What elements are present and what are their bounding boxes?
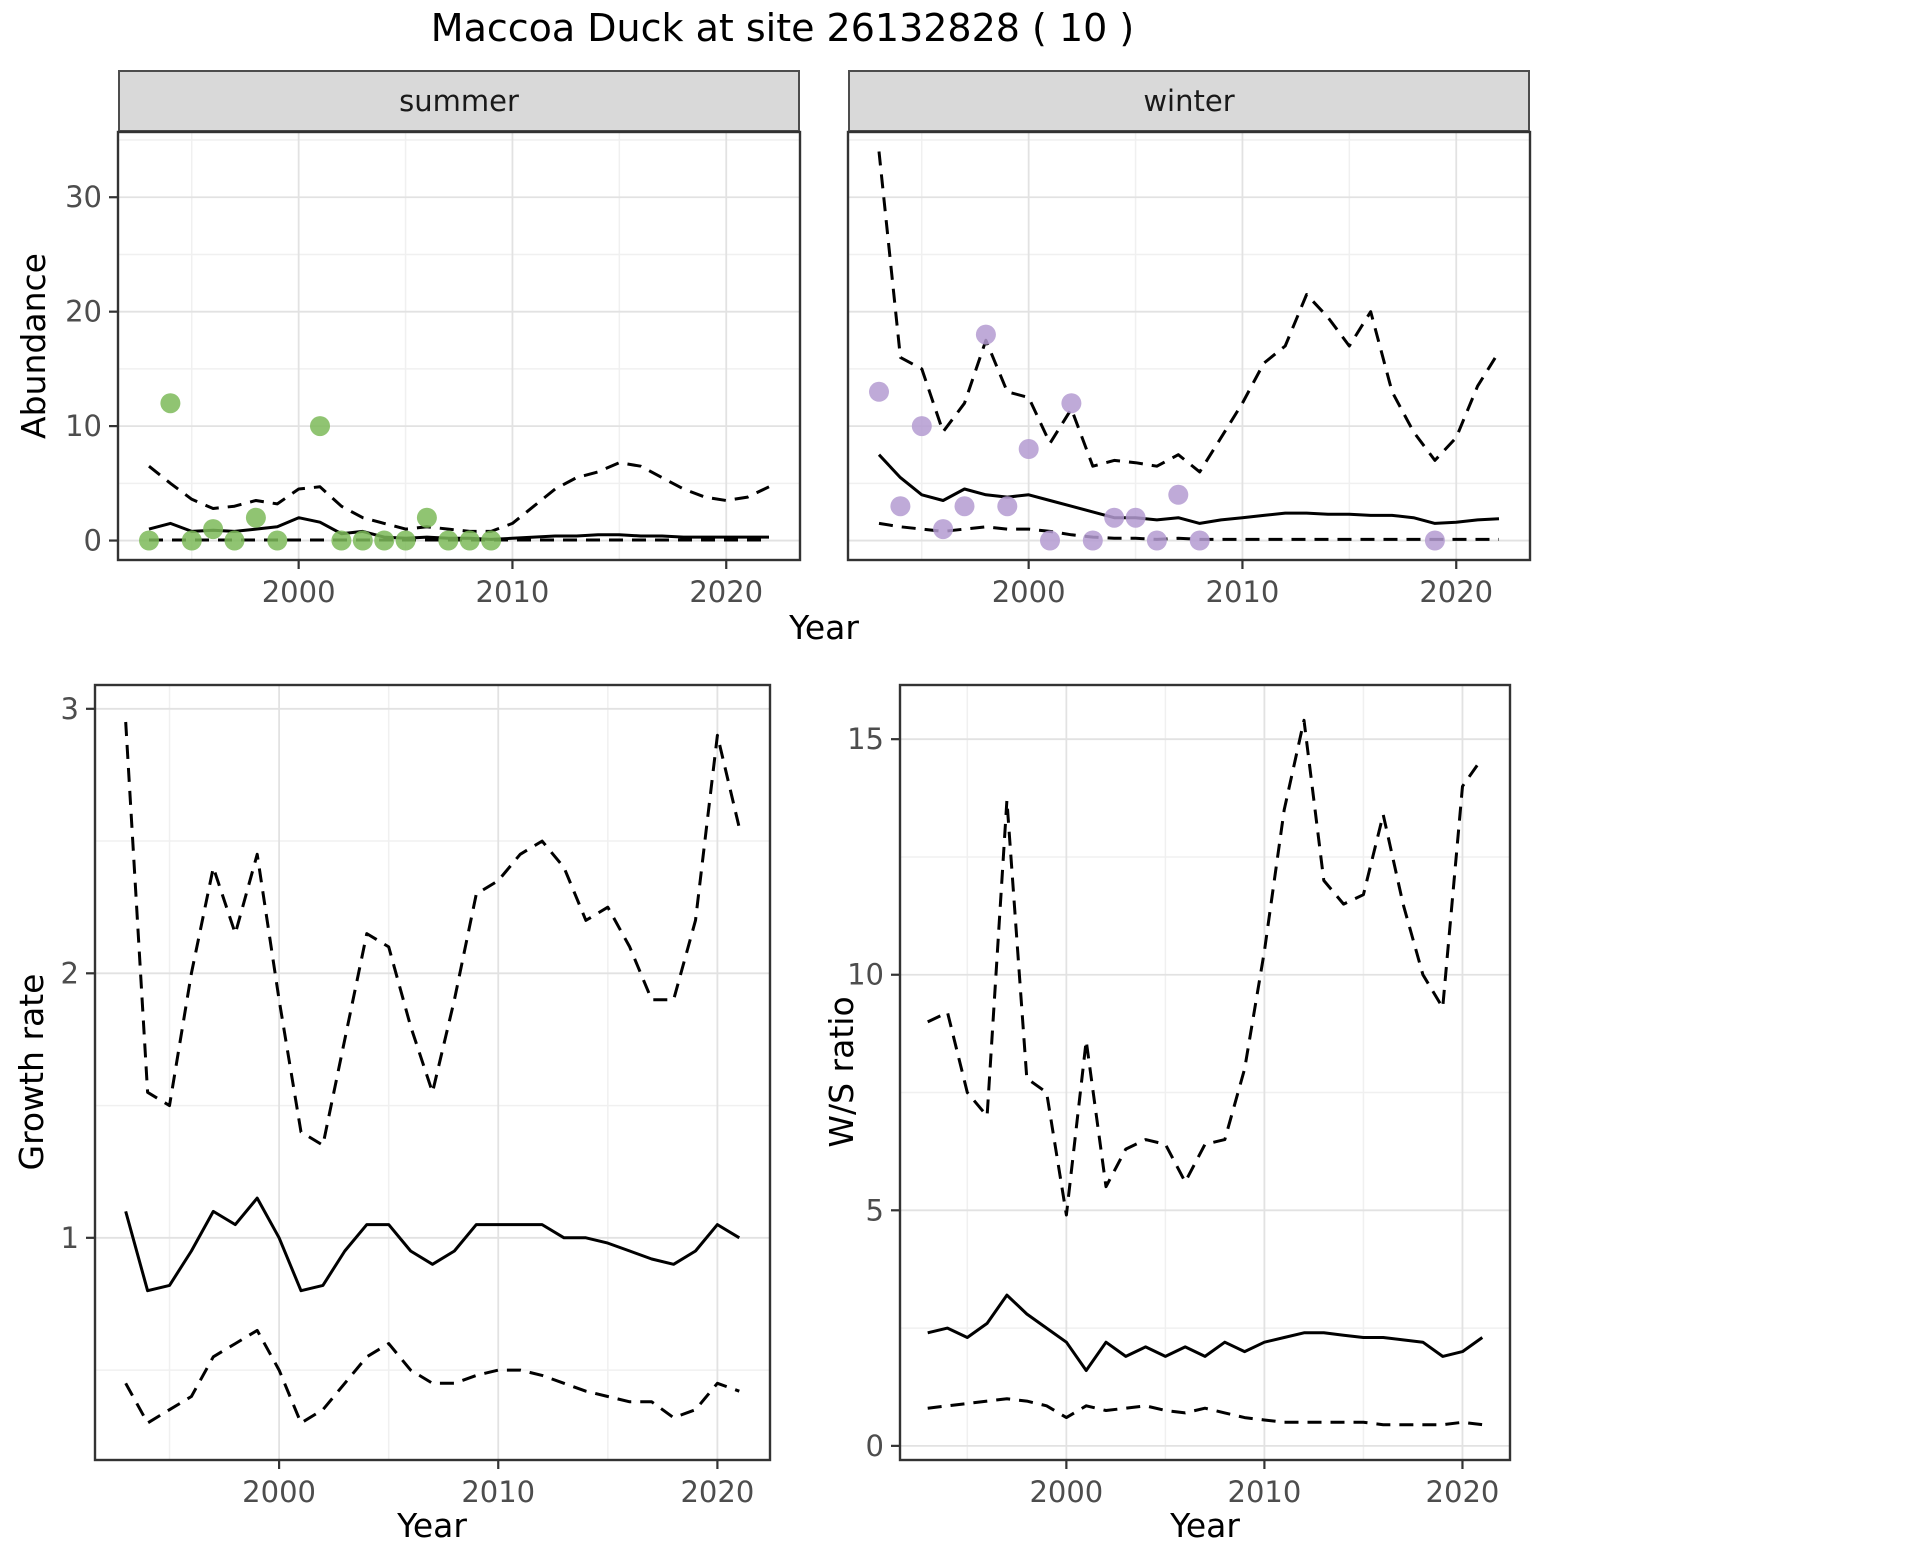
ws-ratio-y-tick-label: 10 xyxy=(847,958,884,992)
abundance-summer-point xyxy=(374,530,395,551)
abundance-summer-x-tick-label: 2010 xyxy=(476,575,550,609)
ws-ratio-x-tick-label: 2000 xyxy=(1029,1475,1103,1509)
facet-strip-winter: winter xyxy=(848,70,1530,132)
ws-ratio-median-line xyxy=(927,1293,1484,1372)
abundance-summer-point xyxy=(203,519,224,540)
growth-rate-y-tick-label: 3 xyxy=(61,692,79,726)
ws-ratio-x-tick-label: 2020 xyxy=(1426,1475,1500,1509)
ws-ratio-y-tick-label: 0 xyxy=(866,1429,884,1463)
abundance-summer-y-tick-label: 30 xyxy=(65,180,102,214)
growth-rate-median-line xyxy=(124,1196,741,1293)
abundance-summer-x-tick-label: 2000 xyxy=(262,575,336,609)
abundance-winter-x-tick-label: 2010 xyxy=(1206,575,1280,609)
abundance-winter-point xyxy=(890,496,911,517)
abundance-summer-upper-ci-line xyxy=(148,461,770,533)
abundance-summer-point xyxy=(352,530,373,551)
ws-ratio-y-tick-label: 15 xyxy=(847,722,884,756)
abundance-summer-point xyxy=(310,416,330,437)
facet-strip-summer-label: summer xyxy=(399,84,519,118)
abundance-summer-point xyxy=(139,530,159,551)
growth-rate-chart: 2000 2010 2020 1 2 3 xyxy=(61,683,772,1509)
abundance-summer-chart: 2000 2010 2020 0 10 20 30 xyxy=(65,130,802,609)
abundance-winter-chart: 2000 2010 2020 xyxy=(846,130,1532,609)
facet-strip-winter-label: winter xyxy=(1143,84,1235,118)
growth-rate-upper-ci-line xyxy=(124,721,741,1147)
abundance-winter-point xyxy=(1125,507,1146,528)
abundance-summer-point xyxy=(395,530,416,551)
abundance-summer-point xyxy=(160,393,181,414)
growth-rate-y-axis-title: Growth rate xyxy=(12,973,51,1171)
abundance-y-axis-title: Abundance xyxy=(14,253,53,439)
abundance-summer-point xyxy=(438,530,459,551)
growth-rate-y-tick-label: 2 xyxy=(61,956,79,990)
growth-rate-x-tick-label: 2000 xyxy=(242,1475,316,1509)
abundance-summer-y-tick-label: 10 xyxy=(65,409,102,443)
abundance-winter-point xyxy=(954,496,975,517)
ws-ratio-y-tick-label: 5 xyxy=(866,1193,884,1227)
abundance-winter-point xyxy=(1424,530,1445,551)
growth-rate-y-tick-label: 1 xyxy=(61,1221,79,1255)
ws-ratio-x-tick-label: 2010 xyxy=(1228,1475,1302,1509)
abundance-summer-x-tick-label: 2020 xyxy=(689,575,763,609)
abundance-winter-upper-ci-line xyxy=(877,151,1501,474)
abundance-winter-point xyxy=(1146,530,1167,551)
abundance-summer-point xyxy=(245,507,266,528)
abundance-winter-x-tick-label: 2000 xyxy=(992,575,1066,609)
abundance-winter-point xyxy=(1061,393,1082,414)
growth-rate-x-tick-label: 2020 xyxy=(680,1475,754,1509)
ws-ratio-chart: 2000 2010 2020 0 5 10 15 xyxy=(847,683,1512,1509)
abundance-winter-point xyxy=(1018,439,1039,459)
abundance-summer-point xyxy=(181,530,202,551)
abundance-winter-point xyxy=(1189,530,1210,551)
abundance-x-axis-title: Year xyxy=(789,608,859,647)
abundance-winter-point xyxy=(933,519,954,540)
abundance-summer-point xyxy=(224,530,245,551)
facet-strip-summer: summer xyxy=(118,70,800,132)
abundance-summer-point xyxy=(481,530,502,551)
abundance-summer-point xyxy=(416,507,437,528)
abundance-winter-median-line xyxy=(877,453,1500,525)
ws-ratio-upper-ci-line xyxy=(927,718,1484,1217)
abundance-summer-point xyxy=(331,530,352,551)
abundance-summer-y-tick-label: 0 xyxy=(84,524,102,558)
abundance-winter-point xyxy=(1040,530,1060,551)
abundance-winter-point xyxy=(975,324,996,345)
abundance-winter-lower-ci-line xyxy=(878,521,1499,541)
growth-rate-x-tick-label: 2010 xyxy=(461,1475,535,1509)
abundance-winter-point xyxy=(1082,530,1103,551)
abundance-winter-x-tick-label: 2020 xyxy=(1419,575,1493,609)
ws-ratio-lower-ci-line xyxy=(927,1397,1483,1427)
abundance-summer-point xyxy=(267,530,288,551)
abundance-winter-point xyxy=(911,416,932,437)
figure-title: Maccoa Duck at site 26132828 ( 10 ) xyxy=(430,6,1135,50)
abundance-summer-median-line xyxy=(148,516,769,541)
abundance-winter-point xyxy=(1104,507,1125,528)
abundance-winter-point xyxy=(869,381,889,402)
abundance-winter-point xyxy=(997,496,1018,517)
abundance-winter-point xyxy=(1168,484,1189,505)
ws-ratio-x-axis-title: Year xyxy=(1170,1506,1240,1545)
abundance-summer-y-tick-label: 20 xyxy=(65,295,102,329)
ws-ratio-y-axis-title: W/S ratio xyxy=(822,996,861,1148)
growth-rate-x-axis-title: Year xyxy=(397,1506,467,1545)
abundance-summer-point xyxy=(459,530,480,551)
